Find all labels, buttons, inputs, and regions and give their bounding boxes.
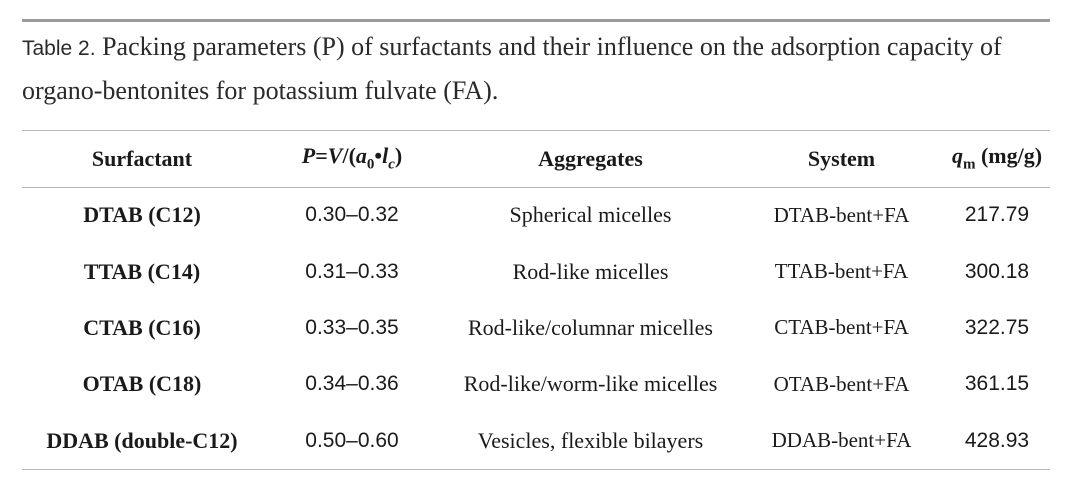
cell-system: DTAB-bent+FA: [773, 202, 910, 227]
cell-system: DDAB-bent+FA: [771, 428, 912, 453]
header-packing-parameter: P=V/(a0•lc): [301, 143, 403, 173]
caption-text: Packing parameters (P) of surfactants an…: [22, 32, 1002, 105]
table-row: TTAB (C14) 0.31–0.33 Rod-like micelles TTAB…: [22, 243, 1050, 299]
cell-aggregates: Rod-like/worm-like micelles: [463, 371, 718, 397]
cell-surfactant: CTAB (C16): [83, 314, 201, 340]
header-bottom-rule: [22, 187, 1050, 188]
cell-surfactant: TTAB (C14): [83, 258, 201, 284]
cell-aggregates: Vesicles, flexible bilayers: [477, 427, 704, 453]
cell-packing-parameter: 0.50–0.60: [305, 428, 399, 452]
cell-aggregates: Rod-like/columnar micelles: [468, 314, 713, 340]
cell-qm: 322.75: [964, 315, 1030, 339]
cell-system: OTAB-bent+FA: [773, 371, 910, 396]
cell-aggregates: Rod-like micelles: [512, 258, 669, 284]
data-table: Surfactant P=V/(a0•lc) Aggregates System…: [22, 130, 1050, 469]
cell-packing-parameter: 0.33–0.35: [305, 315, 399, 339]
header-system: System: [807, 145, 876, 171]
table-caption: Table 2. Packing parameters (P) of surfa…: [22, 26, 1032, 112]
cell-packing-parameter: 0.30–0.32: [305, 203, 399, 227]
table-row: DTAB (C12) 0.30–0.32 Spherical micelles DTA…: [22, 187, 1050, 243]
header-top-rule: [22, 130, 1050, 131]
cell-surfactant: DDAB (double-C12): [46, 427, 238, 453]
table-row: DDAB (double-C12) 0.50–0.60 Vesicles, flex…: [22, 413, 1050, 469]
cell-qm: 217.79: [964, 203, 1030, 227]
header-surfactant: Surfactant: [91, 145, 193, 171]
cell-surfactant: DTAB (C12): [83, 202, 201, 228]
cell-system: CTAB-bent+FA: [774, 315, 909, 340]
table-bottom-rule: [22, 469, 1050, 470]
header-aggregates: Aggregates: [538, 145, 643, 171]
cell-qm: 428.93: [964, 428, 1030, 452]
cell-packing-parameter: 0.31–0.33: [305, 259, 399, 283]
header-qm: qm (mg/g): [951, 143, 1043, 173]
top-rule: [22, 19, 1050, 22]
table-row: CTAB (C16) 0.33–0.35 Rod-like/columnar mic…: [22, 300, 1050, 356]
cell-surfactant: OTAB (C18): [82, 371, 202, 397]
header-row: Surfactant P=V/(a0•lc) Aggregates System…: [22, 130, 1050, 187]
cell-packing-parameter: 0.34–0.36: [305, 372, 399, 396]
cell-qm: 361.15: [964, 372, 1030, 396]
table-row: OTAB (C18) 0.34–0.36 Rod-like/worm-like mi…: [22, 356, 1050, 412]
cell-qm: 300.18: [964, 259, 1030, 283]
caption-label: Table 2.: [22, 37, 96, 60]
cell-system: TTAB-bent+FA: [774, 259, 909, 284]
cell-aggregates: Spherical micelles: [509, 202, 672, 228]
